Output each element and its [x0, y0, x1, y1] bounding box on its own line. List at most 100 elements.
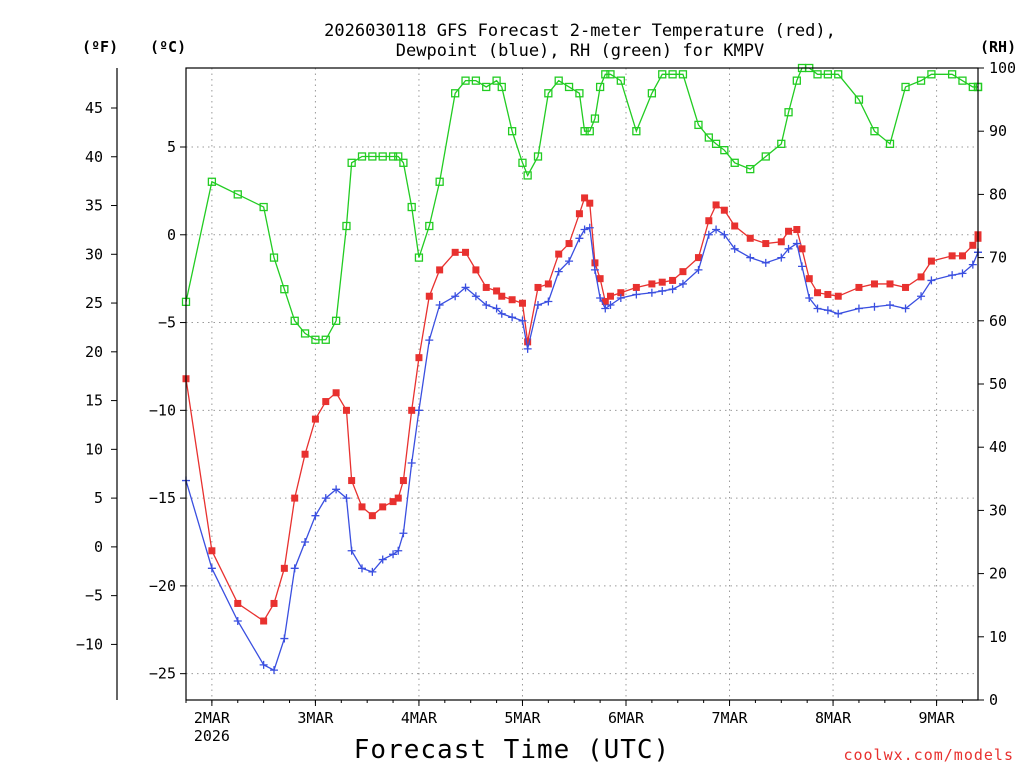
rh-point — [854, 95, 864, 104]
chart-title-line-1: 2026030118 GFS Forecast 2-meter Temperat… — [324, 21, 836, 41]
temperature-point — [658, 278, 666, 286]
series-line-rh — [185, 67, 978, 341]
celsius-tick-label: −5 — [158, 314, 176, 332]
rh-point — [746, 164, 755, 174]
credit-text: coolwx.com/models — [843, 746, 1014, 764]
temperature-point — [902, 283, 910, 291]
dewpoint-point — [534, 301, 542, 309]
dewpoint-point — [321, 494, 330, 503]
rh-point — [632, 127, 641, 136]
temperature-point — [632, 283, 640, 291]
temperature-point — [798, 245, 806, 253]
fahrenheit-tick-label: −5 — [85, 587, 103, 605]
dewpoint-point — [798, 262, 806, 271]
temperature-point — [368, 512, 376, 520]
rh-point — [321, 335, 330, 344]
rh-point — [606, 70, 615, 79]
temperature-point — [291, 494, 299, 502]
rh-point — [585, 127, 594, 136]
temperature-point — [348, 477, 356, 485]
dewpoint-point — [342, 494, 351, 503]
rh-point — [342, 221, 351, 231]
temperature-point — [712, 201, 720, 209]
rh-point — [784, 108, 793, 117]
dewpoint-point — [616, 293, 625, 302]
rh-point — [590, 114, 600, 123]
rh-point — [533, 152, 543, 161]
dewpoint-point — [508, 313, 517, 322]
dewpoint-point — [678, 279, 687, 288]
rh-point — [435, 177, 444, 186]
rh-point — [761, 152, 770, 161]
fahrenheit-tick-label: 35 — [85, 197, 103, 215]
dewpoint-point — [601, 304, 610, 313]
rh-point — [414, 253, 424, 262]
series-rh — [181, 63, 983, 344]
temperature-point — [886, 280, 894, 288]
temperature-point — [731, 222, 739, 230]
dewpoint-point — [712, 225, 721, 234]
dewpoint-point — [927, 276, 936, 285]
dewpoint-point — [544, 297, 553, 306]
temperature-point — [544, 280, 552, 288]
dewpoint-point — [746, 253, 755, 262]
rh-tick-label: 50 — [989, 375, 1007, 393]
fahrenheit-tick-label: 30 — [85, 245, 103, 263]
rh-point — [580, 127, 589, 136]
rh-point — [730, 158, 739, 167]
rh-tick-label: 80 — [989, 185, 1007, 203]
rh-point — [668, 70, 677, 79]
dewpoint-point — [347, 546, 356, 555]
temperature-point — [379, 503, 387, 511]
dewpoint-point — [554, 267, 563, 276]
temperature-point — [462, 248, 470, 256]
rh-point — [300, 329, 310, 338]
rh-point — [616, 76, 625, 85]
dewpoint-point — [968, 260, 977, 269]
temperature-point — [436, 266, 444, 274]
temperature-point — [408, 406, 416, 414]
dewpoint-point — [632, 290, 641, 299]
temperature-point — [311, 415, 319, 423]
temperature-point — [948, 252, 956, 260]
temperature-point — [234, 599, 242, 607]
rh-point — [347, 158, 356, 167]
dewpoint-point — [704, 230, 713, 239]
dewpoint-point — [565, 257, 574, 266]
rh-tick-label: 100 — [989, 59, 1016, 77]
celsius-tick-label: 5 — [167, 138, 176, 156]
temperature-point — [518, 299, 526, 307]
rh-point — [233, 190, 242, 199]
dewpoint-point — [394, 546, 403, 555]
rh-point — [407, 202, 416, 212]
celsius-tick-label: −25 — [149, 665, 176, 683]
temperature-point — [260, 617, 268, 625]
x-tick-label: 5MAR — [504, 709, 541, 727]
temperature-point — [565, 240, 573, 248]
fahrenheit-tick-label: −10 — [76, 635, 103, 653]
dewpoint-point — [259, 660, 268, 669]
dewpoint-point — [425, 336, 434, 345]
temperature-point — [917, 273, 925, 281]
temperature-point — [824, 290, 832, 298]
fahrenheit-tick-label: 10 — [85, 440, 103, 458]
rh-point — [658, 70, 667, 79]
temperature-point — [498, 292, 506, 300]
dewpoint-point — [720, 230, 729, 239]
rh-point — [207, 177, 217, 186]
dewpoint-point — [389, 550, 398, 559]
rh-point — [554, 76, 563, 85]
dewpoint-point — [311, 511, 320, 520]
rh-point — [471, 76, 481, 85]
dewpoint-point — [834, 309, 843, 318]
temperature-point — [720, 206, 728, 214]
dewpoint-point — [399, 529, 408, 538]
rh-tick-label: 10 — [989, 628, 1007, 646]
temperature-point — [270, 599, 278, 607]
dewpoint-point — [585, 223, 594, 232]
rh-point — [885, 139, 895, 148]
temperature-point — [679, 268, 687, 276]
dewpoint-point — [332, 485, 341, 494]
dewpoint-point — [207, 564, 216, 573]
